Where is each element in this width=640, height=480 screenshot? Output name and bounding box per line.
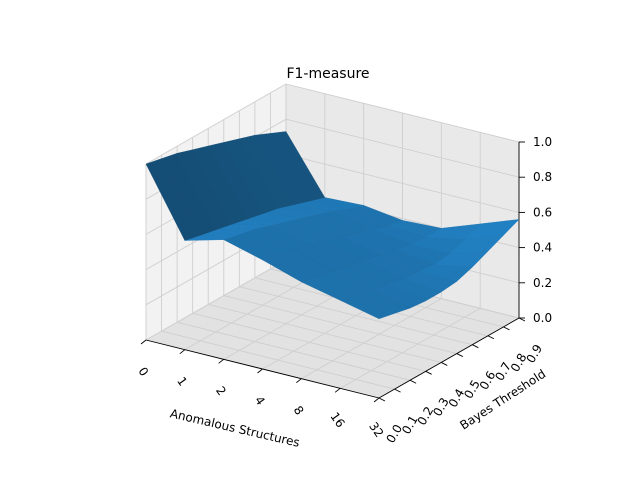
x-gridline xyxy=(184,269,326,351)
x-tick-label: 16 xyxy=(327,410,347,431)
y-tick-mark xyxy=(378,397,386,402)
x-tick-label: 1 xyxy=(174,374,190,388)
y-tick-mark xyxy=(394,388,401,393)
x-tick-mark xyxy=(140,339,147,345)
y-tick-mark xyxy=(487,335,495,340)
y-gridline xyxy=(208,304,442,363)
x-axis-label: Anomalous Structures xyxy=(169,406,301,449)
y-tick-mark xyxy=(441,362,448,366)
z-gridline xyxy=(285,118,520,178)
x-tick-mark xyxy=(218,358,224,364)
y-tick-mark xyxy=(503,326,510,331)
z-tick-label: 0.8 xyxy=(533,170,552,184)
y-tick-mark xyxy=(456,353,463,357)
z-gridline xyxy=(285,153,520,213)
x-tick-label: 8 xyxy=(291,403,307,417)
y-gridline xyxy=(192,312,426,372)
chart-title: F1-measure xyxy=(286,66,369,82)
surface xyxy=(145,131,520,320)
z-gridline xyxy=(145,83,287,165)
z-tick-label: 0.2 xyxy=(533,276,552,290)
y-tick-mark xyxy=(409,379,417,384)
x-gridline xyxy=(339,307,481,389)
y-gridline xyxy=(223,295,457,354)
y-tick-mark xyxy=(518,317,526,322)
y-gridline xyxy=(161,330,395,390)
x-tick-mark xyxy=(373,397,380,403)
z-gridline xyxy=(285,83,520,143)
z-gridline xyxy=(145,259,287,341)
z-tick-label: 1.0 xyxy=(533,135,552,149)
x-tick-mark xyxy=(296,378,302,384)
x-tick-label: 0 xyxy=(135,365,151,379)
z-tick-label: 0.0 xyxy=(533,311,552,325)
z-tick-label: 0.4 xyxy=(533,241,552,255)
y-axis-line xyxy=(378,317,520,399)
x-tick-mark xyxy=(179,349,186,355)
y-tick-mark xyxy=(425,370,432,375)
z-tick-label: 0.6 xyxy=(533,205,552,219)
surface-patch xyxy=(145,158,201,241)
x-gridline xyxy=(301,298,442,380)
y-gridline xyxy=(177,321,411,381)
x-tick-label: 2 xyxy=(213,384,229,398)
y-tick-mark xyxy=(472,344,479,349)
x-tick-label: 4 xyxy=(252,394,268,408)
x-tick-mark xyxy=(334,387,341,393)
y-gridline xyxy=(239,286,473,346)
x-tick-mark xyxy=(257,368,263,374)
